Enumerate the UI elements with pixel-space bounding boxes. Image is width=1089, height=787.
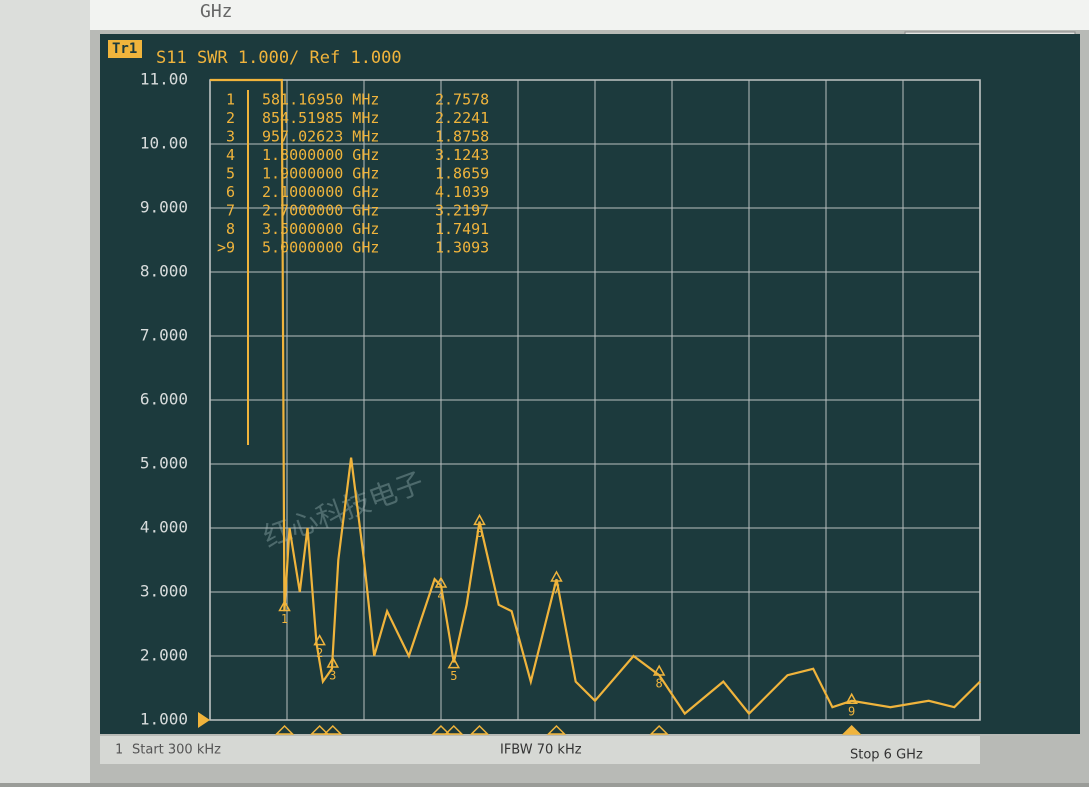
marker-axis-tick bbox=[309, 724, 330, 735]
marker-axis-tick bbox=[431, 724, 451, 735]
y-tick-label: 9.000 bbox=[140, 198, 188, 217]
marker-freq: 3.5000000 GHz bbox=[262, 220, 379, 238]
left-edge bbox=[0, 0, 90, 783]
chart-title: S11 SWR 1.000/ Ref 1.000 bbox=[156, 48, 402, 68]
top-bar bbox=[90, 0, 1089, 30]
ref-arrow bbox=[198, 712, 210, 728]
y-tick-label: 1.000 bbox=[140, 710, 188, 729]
marker-flag: 3 bbox=[329, 668, 336, 682]
y-tick-label: 2.000 bbox=[140, 646, 188, 665]
marker-flag: 2 bbox=[316, 646, 323, 660]
marker-id: 5 bbox=[226, 165, 235, 183]
marker-value: 3.1243 bbox=[435, 146, 489, 164]
channel: 1 bbox=[115, 743, 123, 758]
y-tick-label: 7.000 bbox=[140, 326, 188, 345]
marker-axis-tick bbox=[546, 724, 567, 735]
stop-freq: Stop 6 GHz bbox=[850, 748, 923, 763]
marker-id: 3 bbox=[226, 128, 235, 146]
marker-point bbox=[473, 513, 486, 526]
marker-value: 2.7578 bbox=[435, 91, 489, 109]
marker-value: 1.8659 bbox=[435, 165, 489, 183]
marker-flag: 9 bbox=[848, 705, 855, 719]
trace-label: Tr1 bbox=[112, 41, 137, 57]
marker-point bbox=[326, 656, 340, 668]
marker-id: 4 bbox=[226, 146, 235, 164]
marker-axis-tick bbox=[649, 724, 669, 735]
marker-id: 1 bbox=[226, 91, 235, 109]
marker-freq: 2.7000000 GHz bbox=[262, 202, 379, 220]
marker-point bbox=[278, 599, 291, 612]
marker-point bbox=[313, 634, 326, 646]
marker-flag: 4 bbox=[437, 589, 444, 603]
display bbox=[100, 34, 1080, 734]
y-tick-label: 3.000 bbox=[140, 582, 188, 601]
marker-value: 1.7491 bbox=[435, 220, 489, 238]
marker-point bbox=[652, 664, 666, 676]
marker-flag: 6 bbox=[476, 526, 483, 540]
y-tick-label: 10.00 bbox=[140, 134, 188, 153]
marker-id: 6 bbox=[226, 183, 235, 201]
y-tick-label: 6.000 bbox=[140, 390, 188, 409]
marker-freq: 2.1000000 GHz bbox=[262, 183, 379, 201]
marker-axis-tick bbox=[443, 724, 464, 735]
marker-freq: 957.02623 MHz bbox=[262, 128, 379, 146]
marker-freq: 1.9000000 GHz bbox=[262, 165, 379, 183]
marker-axis-tick bbox=[322, 724, 343, 735]
marker-freq: 581.16950 MHz bbox=[262, 91, 379, 109]
trace-badge[interactable] bbox=[108, 40, 142, 58]
marker-flag: 7 bbox=[553, 582, 560, 596]
y-tick-label: 5.000 bbox=[140, 454, 188, 473]
marker-id: 2 bbox=[226, 109, 235, 127]
y-tick-label: 8.000 bbox=[140, 262, 188, 281]
marker-id: 8 bbox=[226, 220, 235, 238]
footer-bar bbox=[100, 736, 980, 764]
marker-id: >9 bbox=[217, 239, 235, 257]
marker-value: 2.2241 bbox=[435, 109, 489, 127]
marker-point bbox=[434, 576, 448, 588]
marker-axis-tick bbox=[841, 724, 862, 735]
marker-value: 1.8758 bbox=[435, 128, 489, 146]
marker-axis-tick bbox=[469, 724, 490, 735]
marker-point bbox=[447, 657, 461, 669]
marker-value: 3.2197 bbox=[435, 202, 489, 220]
marker-freq: 1.8000000 GHz bbox=[262, 146, 379, 164]
trace-line bbox=[210, 78, 981, 716]
start-freq: Start 300 kHz bbox=[132, 743, 221, 758]
marker-freq: 854.51985 MHz bbox=[262, 109, 379, 127]
y-tick-label: 11.00 bbox=[140, 70, 188, 89]
marker-flag: 5 bbox=[450, 669, 457, 683]
y-tick-label: 4.000 bbox=[140, 518, 188, 537]
marker-point bbox=[550, 570, 563, 582]
marker-axis-tick bbox=[274, 724, 295, 735]
marker-id: 7 bbox=[226, 202, 235, 220]
marker-freq: 5.0000000 GHz bbox=[262, 239, 379, 257]
marker-flag: 8 bbox=[656, 677, 663, 691]
marker-value: 1.3093 bbox=[435, 239, 489, 257]
marker-value: 4.1039 bbox=[435, 183, 489, 201]
top-field: GHz bbox=[200, 1, 233, 22]
marker-point bbox=[845, 692, 858, 704]
ifbw: IFBW 70 kHz bbox=[500, 743, 582, 758]
marker-flag: 1 bbox=[281, 612, 288, 626]
